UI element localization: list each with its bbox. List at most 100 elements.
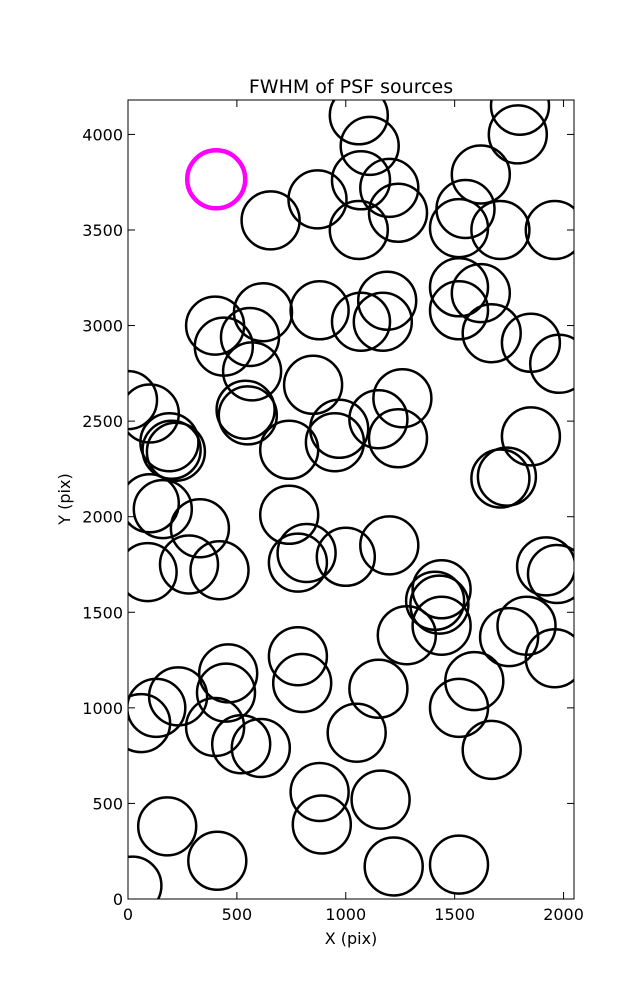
x-tick-label: 500 xyxy=(222,905,253,924)
source-marker xyxy=(240,190,301,251)
x-tick-label: 2000 xyxy=(543,905,584,924)
source-marker xyxy=(478,606,540,668)
chart-title: FWHM of PSF sources xyxy=(249,76,453,98)
source-marker xyxy=(376,604,438,666)
source-marker xyxy=(367,182,429,244)
source-marker xyxy=(210,713,272,775)
source-marker xyxy=(339,115,400,177)
source-marker xyxy=(195,662,257,723)
y-tick-label: 4000 xyxy=(82,125,123,144)
source-marker xyxy=(315,526,377,588)
y-tick-label: 500 xyxy=(92,794,123,813)
source-marker xyxy=(187,830,248,892)
source-marker xyxy=(372,367,433,429)
source-marker xyxy=(524,627,574,689)
source-marker xyxy=(330,150,392,211)
source-marker xyxy=(230,717,292,779)
source-marker xyxy=(526,543,574,605)
source-marker xyxy=(158,534,220,595)
source-marker xyxy=(461,302,522,364)
source-marker xyxy=(169,497,231,559)
source-marker xyxy=(450,262,512,324)
source-marker xyxy=(444,650,505,712)
axis-ticks: 0 500 1000 1500 2000 0 500 1000 1500 2000 2500 3000… xyxy=(82,100,584,924)
source-marker xyxy=(348,658,409,719)
source-marker xyxy=(435,178,496,240)
source-marker xyxy=(489,100,551,136)
source-marker xyxy=(470,448,531,509)
y-tick-label: 2500 xyxy=(82,412,123,431)
source-marker xyxy=(409,574,470,635)
source-marker xyxy=(428,677,490,739)
source-marker xyxy=(132,478,194,540)
source-marker xyxy=(348,388,409,450)
source-marker xyxy=(219,306,281,368)
source-marker xyxy=(359,157,420,219)
y-tick-label: 3000 xyxy=(82,317,123,336)
source-marker xyxy=(136,796,198,857)
x-tick-label: 0 xyxy=(123,905,133,924)
data-markers xyxy=(128,100,574,899)
source-marker xyxy=(367,408,429,469)
y-axis-label: Y (pix) xyxy=(55,473,74,525)
source-marker xyxy=(289,761,350,823)
source-marker xyxy=(411,559,472,620)
source-marker xyxy=(476,446,538,507)
y-tick-label: 1500 xyxy=(82,603,123,622)
source-marker xyxy=(258,419,320,481)
source-marker xyxy=(287,169,348,230)
source-marker xyxy=(128,692,172,754)
source-marker xyxy=(304,411,366,473)
source-marker xyxy=(328,199,390,261)
source-marker xyxy=(128,855,163,899)
source-marker xyxy=(145,421,207,482)
source-marker xyxy=(276,522,337,584)
source-marker xyxy=(282,354,344,416)
source-marker xyxy=(428,280,490,341)
y-tick-label: 1000 xyxy=(82,699,123,718)
source-marker xyxy=(128,473,181,534)
y-tick-label: 2000 xyxy=(82,508,123,527)
source-marker xyxy=(258,484,320,546)
source-marker xyxy=(330,291,392,352)
x-axis-label: X (pix) xyxy=(325,929,378,948)
plot-frame xyxy=(127,99,575,900)
source-marker xyxy=(289,280,350,341)
source-marker xyxy=(291,794,353,855)
source-marker xyxy=(411,595,472,656)
source-marker xyxy=(141,419,202,481)
source-marker xyxy=(189,539,250,601)
source-marker xyxy=(326,702,387,763)
source-marker xyxy=(461,719,522,781)
source-marker xyxy=(363,836,424,897)
source-marker xyxy=(450,144,512,205)
source-marker xyxy=(215,379,276,440)
source-marker xyxy=(352,291,414,352)
y-tick-label: 3500 xyxy=(82,221,123,240)
y-tick-label: 0 xyxy=(113,890,123,909)
source-marker xyxy=(271,652,333,714)
source-marker xyxy=(496,595,557,656)
source-marker xyxy=(500,406,562,467)
source-marker xyxy=(184,696,246,758)
source-marker xyxy=(217,385,279,446)
source-marker xyxy=(487,104,549,165)
source-marker xyxy=(267,625,329,687)
source-marker xyxy=(356,270,418,331)
reference-fwhm-marker xyxy=(184,148,248,211)
source-marker xyxy=(267,532,329,593)
source-marker xyxy=(515,536,574,597)
source-marker xyxy=(524,199,574,261)
source-marker xyxy=(359,515,420,576)
source-marker xyxy=(470,199,531,261)
source-marker xyxy=(428,834,490,895)
source-marker xyxy=(128,369,159,431)
x-tick-label: 1500 xyxy=(434,905,475,924)
source-marker xyxy=(350,769,411,830)
source-marker xyxy=(221,341,283,402)
source-marker xyxy=(428,257,490,318)
source-marker xyxy=(528,333,574,395)
source-marker xyxy=(128,677,187,739)
source-marker xyxy=(328,100,390,146)
x-tick-label: 1000 xyxy=(325,905,366,924)
